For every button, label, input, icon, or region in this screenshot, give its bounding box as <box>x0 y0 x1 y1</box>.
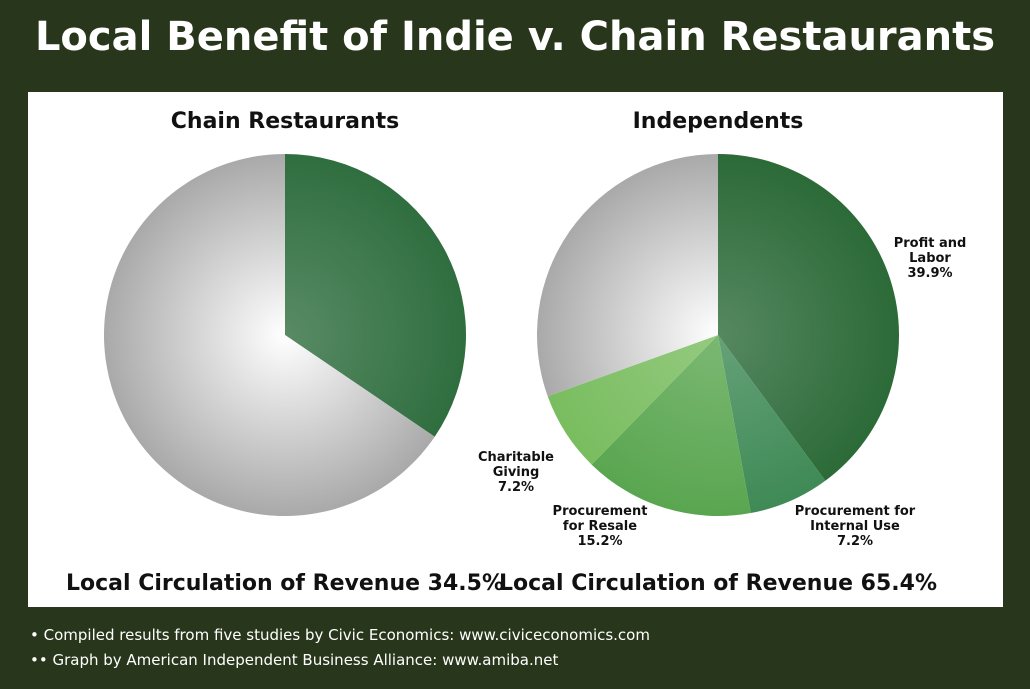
pie-title: Chain Restaurants <box>171 109 399 134</box>
slice-label: Procurement for Resale 15.2% <box>545 504 655 549</box>
label-text: Procurement for Internal Use <box>794 504 916 534</box>
label-text: 15.2% <box>577 534 623 549</box>
label-text: 7.2% <box>497 480 535 495</box>
charts: Chain Restaurants Local Circulation of Re… <box>66 109 937 596</box>
label-text: Charitable Giving <box>477 450 554 480</box>
slice-label: Charitable Giving 7.2% <box>476 450 556 495</box>
pie-slice <box>536 154 718 397</box>
pie-slice <box>285 154 467 437</box>
label-text: Procurement for Resale <box>552 504 648 534</box>
slice-label: Procurement for Internal Use 7.2% <box>785 504 925 549</box>
footnote: •• Graph by American Independent Busines… <box>30 651 559 669</box>
main-title: Local Benefit of Indie v. Chain Restaura… <box>34 14 996 60</box>
pie-slice <box>104 154 435 516</box>
pie-slice <box>718 154 900 481</box>
label-text: 39.9% <box>907 266 953 281</box>
caption: Local Circulation of Revenue 65.4% <box>499 571 937 596</box>
label-text: Profit and Labor <box>893 236 967 266</box>
slice-label: Profit and Labor 39.9% <box>890 236 970 281</box>
pie-slice <box>591 335 751 516</box>
footnote: • Compiled results from five studies by … <box>30 626 650 644</box>
pie-title: Independents <box>633 109 804 134</box>
panel: Chain Restaurants Local Circulation of Re… <box>28 92 1003 607</box>
label-text: 7.2% <box>836 534 874 549</box>
caption: Local Circulation of Revenue 34.5% <box>66 571 504 596</box>
pie-slice <box>547 335 718 465</box>
pie-slice <box>718 335 826 514</box>
